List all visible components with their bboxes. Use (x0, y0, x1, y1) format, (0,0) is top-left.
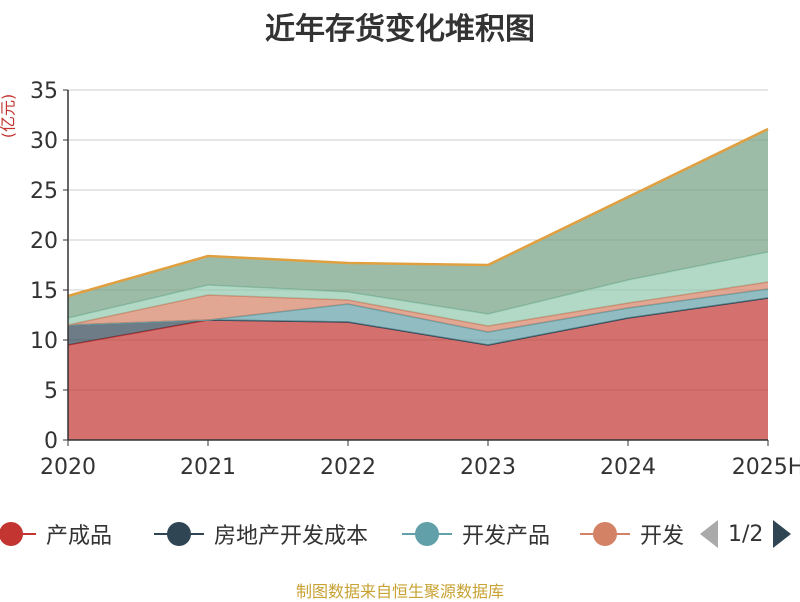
y-tick-labels: 0 5 10 15 20 25 30 35 (30, 79, 58, 454)
legend-marker-icon (580, 521, 630, 547)
y-tick-label: 20 (30, 229, 58, 254)
x-tick-labels: 2020 2021 2022 2023 2024 2025H (40, 455, 800, 480)
area-series-0 (68, 298, 768, 440)
x-tick-label: 2024 (600, 455, 656, 480)
y-tick-label: 10 (30, 329, 58, 354)
legend-marker-icon (0, 521, 36, 547)
area-series (67, 127, 769, 440)
x-tick-label: 2021 (180, 455, 236, 480)
legend-label: 开发 (640, 524, 685, 549)
legend-items: 产成品 房地产开发成本 开发产品 开发 (0, 512, 690, 556)
legend-marker-icon (402, 521, 452, 547)
y-tick-label: 15 (30, 279, 58, 304)
legend: 产成品 房地产开发成本 开发产品 开发 1/2 (0, 512, 800, 556)
y-tick-label: 35 (30, 79, 58, 104)
area-series-4 (68, 252, 768, 326)
area-series-2 (68, 289, 768, 345)
y-tick-label: 5 (44, 379, 58, 404)
x-tick-label: 2020 (40, 455, 96, 480)
chart-title: 近年存货变化堆积图 (265, 12, 535, 47)
legend-label: 产成品 (46, 524, 113, 549)
axes (63, 89, 769, 446)
legend-page-indicator: 1/2 (728, 521, 764, 547)
area-series-3 (68, 282, 768, 332)
legend-label: 房地产开发成本 (214, 524, 369, 549)
legend-item[interactable]: 产成品 (0, 512, 112, 556)
legend-pager: 1/2 (700, 512, 792, 556)
legend-item[interactable]: 开发 (580, 512, 684, 556)
area-series-5 (68, 129, 768, 318)
stacked-area-chart: 0 5 10 15 20 25 30 35 2020 2021 2022 2023 2024 2025H (30, 79, 800, 480)
x-tick-label: 2025H (732, 455, 800, 480)
legend-prev-page-icon[interactable] (700, 520, 718, 548)
data-source-note: 制图数据来自恒生聚源数据库 (295, 582, 504, 601)
total-outline (67, 127, 769, 298)
legend-item[interactable]: 开发产品 (402, 512, 550, 556)
x-tick-label: 2022 (320, 455, 376, 480)
legend-marker-icon (154, 521, 204, 547)
legend-label: 开发产品 (462, 524, 551, 549)
y-tick-label: 30 (30, 129, 58, 154)
y-tick-label: 0 (44, 429, 58, 454)
y-tick-label: 25 (30, 179, 58, 204)
legend-next-page-icon[interactable] (773, 520, 792, 548)
x-tick-label: 2023 (460, 455, 516, 480)
legend-item[interactable]: 房地产开发成本 (154, 512, 368, 556)
